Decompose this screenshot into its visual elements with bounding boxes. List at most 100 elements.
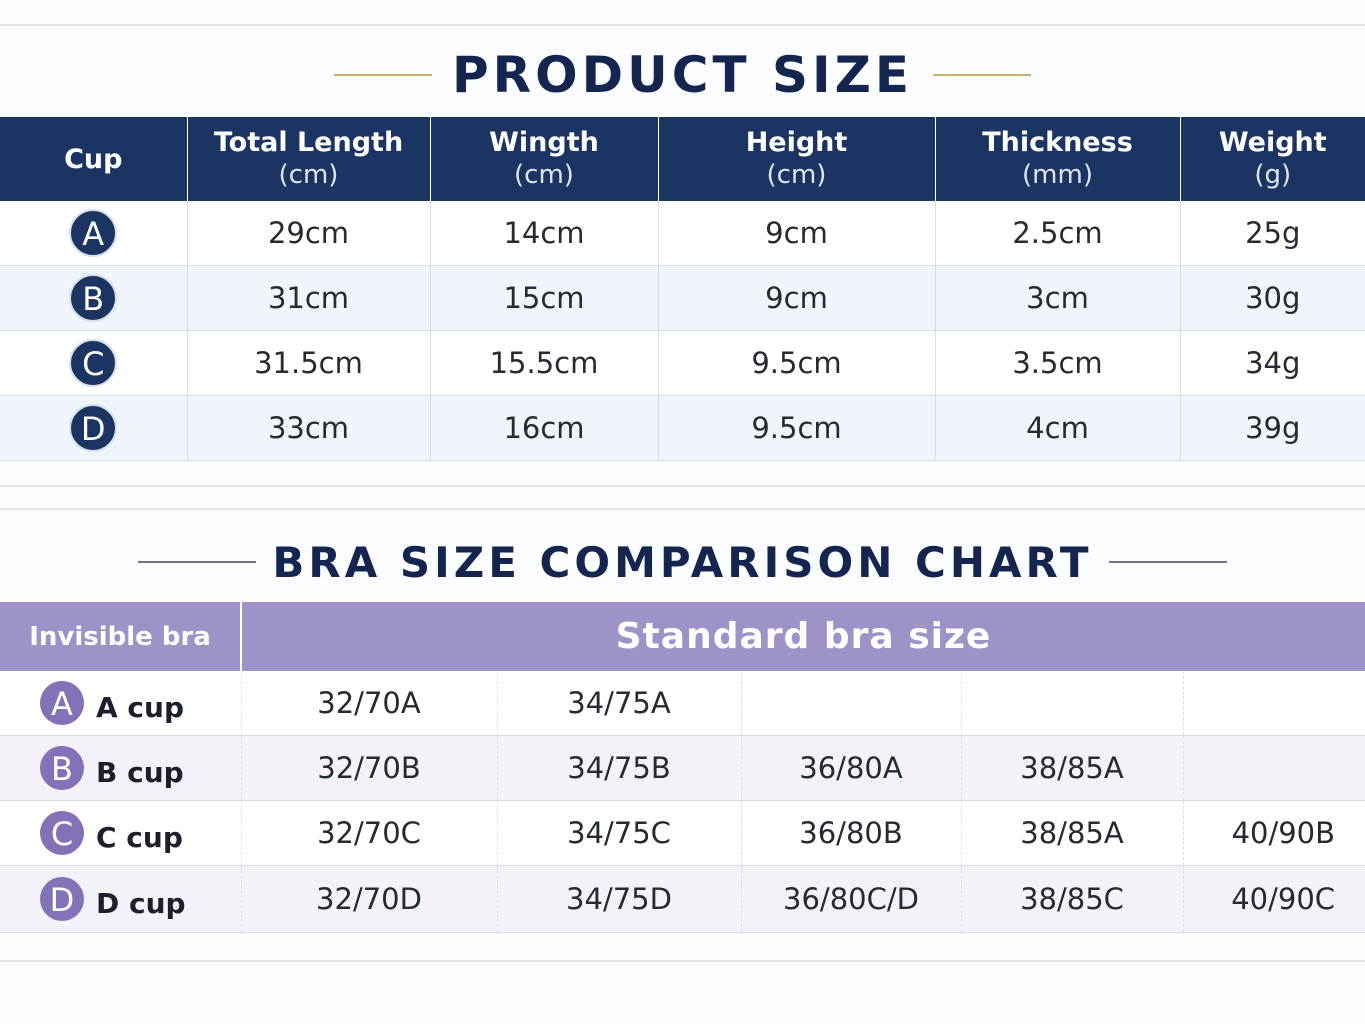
- total-length-cell: 31cm: [186, 265, 430, 331]
- heading-rule-left: [138, 561, 257, 563]
- cup-cell: A: [0, 201, 187, 266]
- header-label: Total Length: [213, 127, 404, 158]
- header-height: Height (cm): [657, 117, 935, 201]
- size-cell: 38/85A: [960, 800, 1183, 866]
- header-unit: (g): [1254, 160, 1292, 190]
- heading-rule-right: [1108, 561, 1227, 563]
- product-size-header-row: Cup Total Length (cm) Wingth (cm) Height (c…: [0, 117, 1365, 201]
- thickness-cell: 3cm: [934, 265, 1180, 331]
- table-row: B B cup 32/70B 34/75B 36/80A 38/85A: [0, 735, 1365, 801]
- cup-label: C cup: [96, 820, 183, 854]
- size-cell: 34/75A: [496, 671, 741, 736]
- wingth-cell: 15.5cm: [429, 330, 658, 396]
- header-total-length: Total Length (cm): [186, 117, 430, 201]
- size-cell: 32/70C: [240, 800, 497, 866]
- cup-cell: B: [0, 265, 187, 331]
- header-label: Thickness: [982, 127, 1133, 158]
- product-size-heading: PRODUCT SIZE: [0, 44, 1365, 106]
- height-cell: 9.5cm: [657, 395, 935, 461]
- cup-badge-icon: C: [69, 339, 118, 387]
- header-label: Wingth: [489, 127, 599, 158]
- height-cell: 9.5cm: [657, 330, 935, 396]
- table-row: B 31cm 15cm 9cm 3cm 30g: [0, 265, 1365, 331]
- size-cell: [1182, 671, 1365, 736]
- cup-cell: A A cup: [0, 671, 241, 736]
- cup-badge-icon: A: [40, 681, 84, 725]
- table-row: C 31.5cm 15.5cm 9.5cm 3.5cm 34g: [0, 330, 1365, 396]
- weight-cell: 30g: [1179, 265, 1365, 331]
- size-cell: [740, 671, 961, 736]
- wingth-cell: 14cm: [429, 201, 658, 266]
- total-length-cell: 33cm: [186, 395, 430, 461]
- total-length-cell: 29cm: [186, 201, 430, 266]
- header-label: Weight: [1218, 127, 1327, 158]
- header-standard-bra-size: Standard bra size: [241, 602, 1365, 671]
- cup-badge-icon: B: [69, 274, 118, 322]
- size-cell: 40/90B: [1182, 800, 1365, 866]
- weight-cell: 39g: [1179, 395, 1365, 461]
- header-weight: Weight (g): [1179, 117, 1365, 201]
- product-size-table: Cup Total Length (cm) Wingth (cm) Height (c…: [0, 117, 1365, 461]
- size-cell: 36/80B: [740, 800, 961, 866]
- cup-label: D cup: [96, 886, 186, 920]
- cup-cell: C C cup: [0, 800, 241, 866]
- header-unit: (mm): [1022, 160, 1093, 190]
- cup-cell: D D cup: [0, 865, 241, 933]
- size-cell: 38/85C: [960, 865, 1183, 933]
- header-unit: (cm): [514, 160, 574, 190]
- cup-cell: C: [0, 330, 187, 396]
- height-cell: 9cm: [657, 201, 935, 266]
- bra-comparison-table: Invisible bra Standard bra size A A cup 3…: [0, 602, 1365, 933]
- size-cell: [960, 671, 1183, 736]
- size-cell: [1182, 735, 1365, 801]
- bra-comparison-title: BRA SIZE COMPARISON CHART: [272, 537, 1093, 587]
- bra-comparison-heading: BRA SIZE COMPARISON CHART: [0, 534, 1365, 590]
- header-cup: Cup: [0, 117, 187, 201]
- height-cell: 9cm: [657, 265, 935, 331]
- bottom-divider: [0, 960, 1365, 962]
- table-row: A A cup 32/70A 34/75A: [0, 671, 1365, 736]
- total-length-cell: 31.5cm: [186, 330, 430, 396]
- table-row: D 33cm 16cm 9.5cm 4cm 39g: [0, 395, 1365, 461]
- size-cell: 32/70D: [240, 865, 497, 933]
- wingth-cell: 15cm: [429, 265, 658, 331]
- cup-badge-icon: A: [69, 209, 118, 257]
- table-row: C C cup 32/70C 34/75C 36/80B 38/85A 40/90…: [0, 800, 1365, 866]
- size-cell: 36/80C/D: [740, 865, 961, 933]
- section-divider: [0, 508, 1365, 510]
- product-size-title: PRODUCT SIZE: [452, 46, 913, 104]
- size-cell: 36/80A: [740, 735, 961, 801]
- heading-rule-right: [933, 74, 1031, 76]
- header-label: Height: [745, 127, 848, 158]
- wingth-cell: 16cm: [429, 395, 658, 461]
- cup-badge-icon: D: [69, 404, 118, 452]
- table-row: A 29cm 14cm 9cm 2.5cm 25g: [0, 201, 1365, 266]
- size-cell: 34/75B: [496, 735, 741, 801]
- cup-cell: D: [0, 395, 187, 461]
- header-invisible-bra: Invisible bra: [0, 602, 242, 671]
- cup-badge-icon: D: [40, 877, 84, 921]
- header-unit: (cm): [278, 160, 339, 190]
- header-thickness: Thickness (mm): [934, 117, 1180, 201]
- thickness-cell: 3.5cm: [934, 330, 1180, 396]
- bra-comparison-header-row: Invisible bra Standard bra size: [0, 602, 1365, 671]
- size-cell: 34/75C: [496, 800, 741, 866]
- size-cell: 32/70A: [240, 671, 497, 736]
- size-cell: 32/70B: [240, 735, 497, 801]
- weight-cell: 25g: [1179, 201, 1365, 266]
- header-unit: (cm): [766, 160, 827, 190]
- heading-rule-left: [334, 74, 432, 76]
- cup-cell: B B cup: [0, 735, 241, 801]
- cup-badge-icon: C: [40, 811, 84, 855]
- cup-label: B cup: [96, 755, 184, 789]
- size-cell: 34/75D: [496, 865, 741, 933]
- thickness-cell: 4cm: [934, 395, 1180, 461]
- thickness-cell: 2.5cm: [934, 201, 1180, 266]
- cup-badge-icon: B: [40, 746, 84, 790]
- header-label: Cup: [64, 143, 123, 175]
- header-wingth: Wingth (cm): [429, 117, 658, 201]
- table-row: D D cup 32/70D 34/75D 36/80C/D 38/85C 40/…: [0, 865, 1365, 933]
- size-cell: 40/90C: [1182, 865, 1365, 933]
- top-divider: [0, 24, 1365, 26]
- size-cell: 38/85A: [960, 735, 1183, 801]
